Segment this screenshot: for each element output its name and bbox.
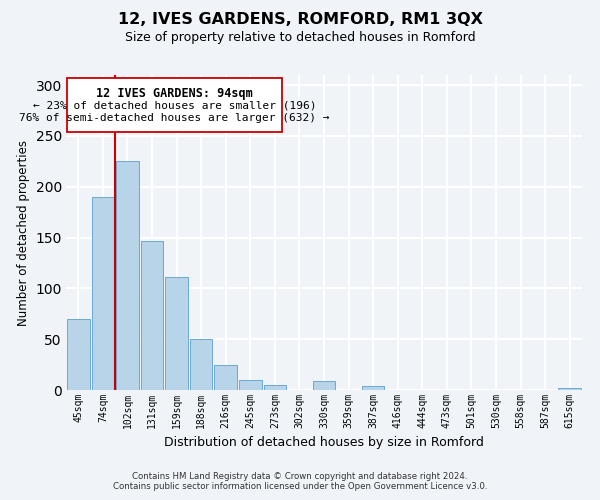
Y-axis label: Number of detached properties: Number of detached properties bbox=[17, 140, 30, 326]
FancyBboxPatch shape bbox=[67, 78, 282, 132]
Text: 12, IVES GARDENS, ROMFORD, RM1 3QX: 12, IVES GARDENS, ROMFORD, RM1 3QX bbox=[118, 12, 482, 28]
Bar bbox=[559, 388, 581, 390]
Text: Contains HM Land Registry data © Crown copyright and database right 2024.
Contai: Contains HM Land Registry data © Crown c… bbox=[113, 472, 487, 491]
Bar bbox=[92, 197, 114, 390]
Text: 76% of semi-detached houses are larger (632) →: 76% of semi-detached houses are larger (… bbox=[19, 112, 330, 122]
Bar bbox=[165, 277, 188, 390]
Text: ← 23% of detached houses are smaller (196): ← 23% of detached houses are smaller (19… bbox=[33, 100, 316, 110]
Bar bbox=[140, 240, 163, 390]
Text: Size of property relative to detached houses in Romford: Size of property relative to detached ho… bbox=[125, 31, 475, 44]
Text: 12 IVES GARDENS: 94sqm: 12 IVES GARDENS: 94sqm bbox=[97, 87, 253, 100]
Bar bbox=[239, 380, 262, 390]
Bar bbox=[362, 386, 385, 390]
Bar bbox=[190, 339, 212, 390]
Bar bbox=[67, 319, 89, 390]
Bar bbox=[263, 385, 286, 390]
X-axis label: Distribution of detached houses by size in Romford: Distribution of detached houses by size … bbox=[164, 436, 484, 450]
Bar bbox=[116, 162, 139, 390]
Bar bbox=[313, 381, 335, 390]
Bar bbox=[214, 364, 237, 390]
